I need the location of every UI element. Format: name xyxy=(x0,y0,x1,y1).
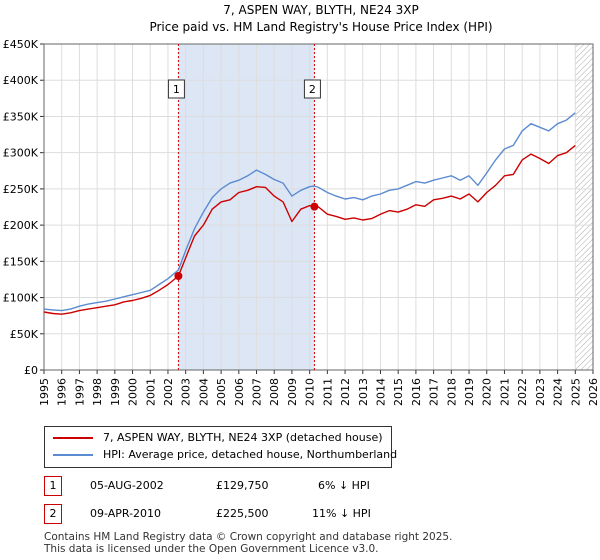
x-tick-label: 2011 xyxy=(321,378,334,406)
legend: 7, ASPEN WAY, BLYTH, NE24 3XP (detached … xyxy=(44,426,397,468)
x-tick-label: 1996 xyxy=(56,378,69,406)
x-tick-label: 2026 xyxy=(587,378,600,406)
footer-copyright: Contains HM Land Registry data © Crown c… xyxy=(44,531,453,543)
annotation-box xyxy=(303,79,321,99)
x-tick-label: 2019 xyxy=(463,378,476,406)
x-tick-label: 2008 xyxy=(268,378,281,406)
y-tick-label: £450K xyxy=(3,38,39,51)
y-tick-label: £50K xyxy=(10,328,39,341)
y-tick-label: £100K xyxy=(3,292,39,305)
x-tick-label: 2007 xyxy=(251,378,264,406)
x-tick-label: 2018 xyxy=(445,378,458,406)
legend-item-property: 7, ASPEN WAY, BLYTH, NE24 3XP (detached … xyxy=(53,430,383,446)
x-tick-label: 2025 xyxy=(569,378,582,406)
y-tick-label: £0 xyxy=(24,364,38,377)
transaction-hpi: 11% ↓ HPI xyxy=(312,507,371,520)
y-tick-label: £250K xyxy=(3,183,39,196)
annotation-label: 1 xyxy=(173,83,180,96)
x-tick-label: 2000 xyxy=(127,378,140,406)
x-tick-label: 2015 xyxy=(392,378,405,406)
y-tick-label: £200K xyxy=(3,219,39,232)
y-tick-label: £300K xyxy=(3,147,39,160)
transaction-marker: 2 xyxy=(44,504,62,524)
sale-point xyxy=(174,272,183,281)
legend-label-property: 7, ASPEN WAY, BLYTH, NE24 3XP (detached … xyxy=(103,431,383,444)
x-tick-label: 2016 xyxy=(410,378,423,406)
transaction-hpi: 6% ↓ HPI xyxy=(318,479,370,492)
transaction-row: 1 05-AUG-2002 £129,750 6% ↓ HPI xyxy=(44,476,564,496)
annotation-label: 2 xyxy=(309,83,316,96)
x-tick-label: 2004 xyxy=(197,378,210,406)
x-tick-label: 2012 xyxy=(339,378,352,406)
x-tick-label: 2006 xyxy=(233,378,246,406)
x-tick-label: 2023 xyxy=(534,378,547,406)
plot-area: £0 £50K £100K £150K £200K £250K £300K £350K £400… xyxy=(3,38,600,406)
price-chart: 7, ASPEN WAY, BLYTH, NE24 3XP Price paid… xyxy=(3,3,600,406)
legend-line-hpi xyxy=(53,454,93,456)
x-tick-label: 2001 xyxy=(144,378,157,406)
x-tick-label: 1999 xyxy=(109,378,122,406)
forecast-hatch xyxy=(575,44,593,370)
y-tick-label: £350K xyxy=(3,110,39,123)
x-tick-label: 2024 xyxy=(552,378,565,406)
x-tick-label: 1998 xyxy=(91,378,104,406)
transaction-date: 05-AUG-2002 xyxy=(90,479,164,492)
plot-border xyxy=(43,43,594,371)
footer-license: This data is licensed under the Open Gov… xyxy=(44,543,379,555)
x-tick-label: 2009 xyxy=(286,378,299,406)
transaction-price: £225,500 xyxy=(216,507,269,520)
x-tick-label: 2002 xyxy=(162,378,175,406)
transaction-date: 09-APR-2010 xyxy=(90,507,162,520)
ownership-period-shading xyxy=(178,44,315,370)
series-line xyxy=(43,112,576,312)
transaction-row: 2 09-APR-2010 £225,500 11% ↓ HPI xyxy=(44,504,564,524)
x-tick-label: 1995 xyxy=(38,378,51,406)
x-tick-label: 2022 xyxy=(516,378,529,406)
x-tick-label: 2010 xyxy=(304,378,317,406)
footer: Contains HM Land Registry data © Crown c… xyxy=(44,531,452,555)
x-tick-label: 1997 xyxy=(73,378,86,406)
x-tick-label: 2003 xyxy=(180,378,193,406)
legend-line-property xyxy=(53,437,93,439)
legend-label-hpi: HPI: Average price, detached house, Nort… xyxy=(103,448,398,461)
sale-point xyxy=(310,202,319,211)
legend-item-hpi: HPI: Average price, detached house, Nort… xyxy=(53,447,397,463)
x-tick-label: 2013 xyxy=(357,378,370,406)
transaction-price: £129,750 xyxy=(216,479,269,492)
x-tick-label: 2020 xyxy=(481,378,494,406)
chart-subtitle: Price paid vs. HM Land Registry's House … xyxy=(149,20,492,34)
transaction-marker: 1 xyxy=(44,476,62,496)
y-tick-label: £150K xyxy=(3,255,39,268)
x-tick-label: 2014 xyxy=(374,378,387,406)
x-tick-label: 2021 xyxy=(498,378,511,406)
y-tick-label: £400K xyxy=(3,74,39,87)
x-tick-label: 2005 xyxy=(215,378,228,406)
x-tick-label: 2017 xyxy=(428,378,441,406)
annotation-box xyxy=(167,79,185,99)
chart-title: 7, ASPEN WAY, BLYTH, NE24 3XP xyxy=(223,3,419,17)
